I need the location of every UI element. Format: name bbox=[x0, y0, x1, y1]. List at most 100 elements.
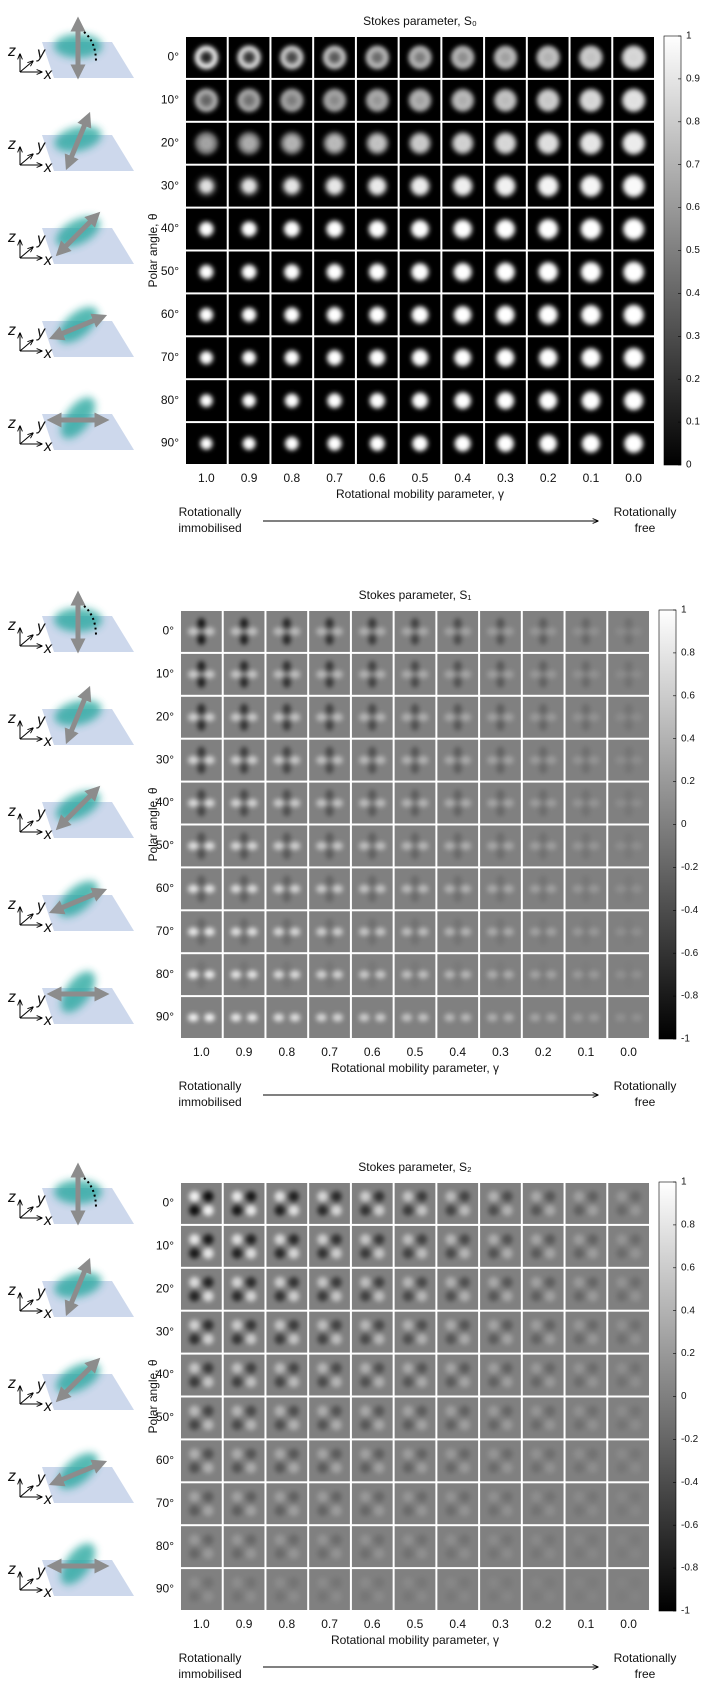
lobe-pos bbox=[487, 885, 498, 893]
lobe-pos bbox=[487, 842, 498, 850]
lobe-neg bbox=[240, 790, 248, 801]
axis-label: y bbox=[36, 991, 46, 1008]
image-cell bbox=[437, 911, 478, 952]
cell-bg bbox=[566, 997, 607, 1038]
lobe-pos bbox=[459, 1377, 470, 1388]
lobe-pos bbox=[290, 971, 301, 979]
colorbar-tick-label: 0.1 bbox=[686, 417, 700, 428]
lobe-pos bbox=[331, 1462, 342, 1473]
column-label: 0.4 bbox=[449, 1617, 466, 1631]
lobe-neg bbox=[531, 1291, 542, 1302]
lobe-neg bbox=[189, 1505, 200, 1516]
image-cell bbox=[395, 697, 436, 738]
lobe-neg bbox=[283, 661, 291, 672]
lobe-pos bbox=[588, 1377, 599, 1388]
cell-bg bbox=[480, 868, 521, 909]
lobe-pos bbox=[273, 799, 284, 807]
lobe-pos bbox=[444, 799, 455, 807]
lobe-pos bbox=[417, 1205, 428, 1216]
lobe-neg bbox=[368, 704, 376, 715]
lobe-neg bbox=[488, 1248, 499, 1259]
lobe-neg bbox=[625, 961, 633, 972]
cell-bg bbox=[480, 1398, 521, 1439]
lobe-neg bbox=[360, 1334, 371, 1345]
cell-bg bbox=[181, 1269, 222, 1310]
lobe-neg bbox=[582, 634, 590, 645]
image-cell bbox=[224, 1569, 265, 1610]
image-cell bbox=[309, 1312, 350, 1353]
column-label: 0.0 bbox=[620, 1045, 637, 1059]
lobe-pos bbox=[616, 1363, 627, 1374]
lobe-neg bbox=[331, 1277, 342, 1288]
row-label: 50° bbox=[161, 264, 179, 278]
lobe-pos bbox=[588, 1248, 599, 1259]
axis-y bbox=[20, 247, 33, 258]
lobe-neg bbox=[454, 661, 462, 672]
lobe-neg bbox=[232, 1205, 243, 1216]
lobe-neg bbox=[288, 1406, 299, 1417]
cell-bg bbox=[352, 1183, 393, 1224]
image-cell bbox=[266, 997, 307, 1038]
lobe-neg bbox=[496, 875, 504, 886]
lobe-neg bbox=[325, 806, 333, 817]
lobe-pos bbox=[446, 1234, 457, 1245]
cell-bg bbox=[309, 1269, 350, 1310]
lobe-neg bbox=[197, 790, 205, 801]
lobe-neg bbox=[454, 790, 462, 801]
image-cell bbox=[229, 294, 270, 335]
lobe-neg bbox=[283, 618, 291, 629]
lobe-neg bbox=[288, 1234, 299, 1245]
lobe-pos bbox=[290, 627, 301, 635]
image-cell bbox=[186, 80, 227, 121]
lobe-neg bbox=[197, 661, 205, 672]
lobe-neg bbox=[582, 875, 590, 886]
lobe-pos bbox=[503, 670, 514, 678]
lobe-pos bbox=[360, 1320, 371, 1331]
image-cell bbox=[528, 294, 569, 335]
image-cell bbox=[181, 911, 222, 952]
image-cell bbox=[485, 294, 526, 335]
image-cell bbox=[309, 1483, 350, 1524]
cell-bg bbox=[352, 740, 393, 781]
lobe-neg bbox=[545, 1234, 556, 1245]
lobe-pos bbox=[545, 1505, 556, 1516]
lobe-neg bbox=[588, 1234, 599, 1245]
lobe-neg bbox=[283, 849, 291, 860]
lobe-neg bbox=[288, 1320, 299, 1331]
lobe-pos bbox=[545, 1205, 556, 1216]
cell-bg bbox=[523, 697, 564, 738]
cell-bg bbox=[608, 1269, 649, 1310]
cell-bg bbox=[309, 826, 350, 867]
lobe-neg bbox=[459, 1449, 470, 1460]
image-cell bbox=[352, 1526, 393, 1567]
image-cell bbox=[266, 1440, 307, 1481]
lobe-pos bbox=[316, 1013, 327, 1021]
image-cell bbox=[271, 166, 312, 207]
lobe-pos bbox=[402, 842, 413, 850]
colorbar-tick-label: -0.6 bbox=[681, 1520, 699, 1531]
image-cell bbox=[309, 911, 350, 952]
lobe-pos bbox=[317, 1191, 328, 1202]
image-cell bbox=[566, 1569, 607, 1610]
lobe-neg bbox=[502, 1406, 513, 1417]
axis-label: y bbox=[36, 324, 46, 341]
lobe-neg bbox=[616, 1377, 627, 1388]
lobe-neg bbox=[283, 832, 291, 843]
image-cell bbox=[528, 166, 569, 207]
lobe-pos bbox=[589, 799, 600, 807]
image-cell bbox=[395, 1569, 436, 1610]
column-label: 0.5 bbox=[407, 1045, 424, 1059]
lobe-pos bbox=[360, 1363, 371, 1374]
image-cell bbox=[352, 1183, 393, 1224]
lobe-pos bbox=[446, 1577, 457, 1588]
lobe-pos bbox=[459, 1334, 470, 1345]
lobe-neg bbox=[325, 763, 333, 774]
lobe-pos bbox=[574, 1449, 585, 1460]
lobe-neg bbox=[531, 1505, 542, 1516]
image-cell bbox=[186, 380, 227, 421]
lobe-neg bbox=[531, 1205, 542, 1216]
lobe-neg bbox=[539, 806, 547, 817]
lobe-neg bbox=[630, 1577, 641, 1588]
image-cell bbox=[224, 611, 265, 652]
lobe-neg bbox=[368, 720, 376, 731]
